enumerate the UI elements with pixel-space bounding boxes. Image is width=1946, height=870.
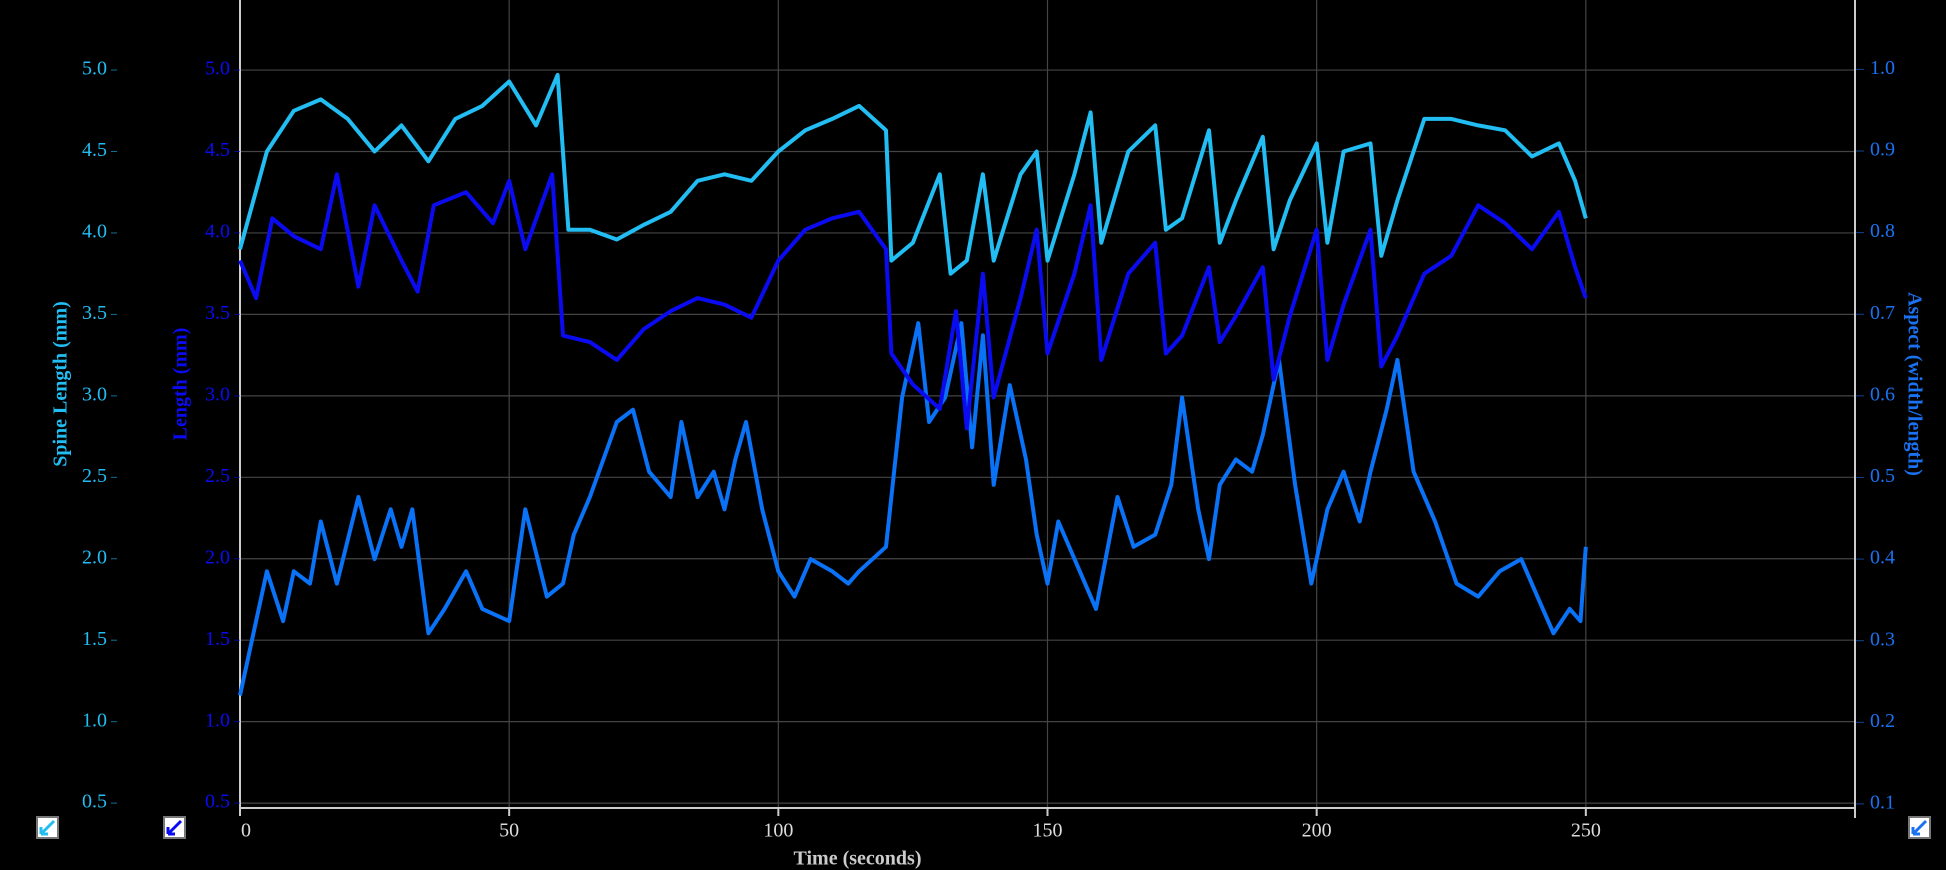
- series-line: [238, 172, 1588, 431]
- y3-tick-label: 5.0: [205, 58, 230, 80]
- x-tick-label: 100: [763, 820, 793, 842]
- y-tick-label: 1.5: [82, 628, 107, 650]
- checkbox-mark: [1911, 819, 1928, 836]
- y3-tick-label: 2.5: [205, 465, 230, 487]
- y3-tick-label: 1.5: [205, 628, 230, 650]
- x-tick-label: 0: [241, 820, 251, 842]
- y-axis-label: Spine Length (mm): [50, 301, 72, 467]
- series-line: [238, 72, 1588, 276]
- y2-tick-label: 0.8: [1870, 220, 1895, 242]
- checkbox-mark: [39, 819, 56, 836]
- y2-axis-label: Aspect (width/length): [1903, 292, 1925, 476]
- checkbox[interactable]: [36, 816, 59, 839]
- x-tick-label: 50: [499, 820, 519, 842]
- y-tick-label: 2.5: [82, 465, 107, 487]
- series-line: [238, 321, 1588, 696]
- x-tick-label: 150: [1033, 820, 1063, 842]
- y3-tick-label: 3.0: [205, 383, 230, 405]
- y3-tick-label: 4.0: [205, 221, 230, 243]
- y-tick-label: 3.5: [82, 302, 107, 324]
- x-tick-label: 200: [1302, 820, 1332, 842]
- y2-tick-label: 1.0: [1870, 57, 1895, 79]
- y-tick-label: 4.0: [82, 221, 107, 243]
- checkbox[interactable]: [1908, 816, 1931, 839]
- y3-tick-label: 2.0: [205, 546, 230, 568]
- y2-tick-label: 0.5: [1870, 465, 1895, 487]
- y2-tick-label: 0.2: [1870, 710, 1895, 732]
- y3-tick-label: 3.5: [205, 302, 230, 324]
- y-tick-label: 3.0: [82, 383, 107, 405]
- y2-tick-label: 0.1: [1870, 792, 1895, 814]
- y3-axis-label: Length (mm): [170, 328, 192, 441]
- y2-tick-label: 0.6: [1870, 383, 1895, 405]
- y2-tick-label: 0.3: [1870, 628, 1895, 650]
- checkbox[interactable]: [163, 816, 186, 839]
- x-tick-label: 250: [1571, 820, 1601, 842]
- y2-tick-label: 0.4: [1870, 547, 1895, 569]
- y-tick-label: 0.5: [82, 791, 107, 813]
- y-tick-label: 1.0: [82, 709, 107, 731]
- y-tick-label: 2.0: [82, 546, 107, 568]
- y-tick-label: 4.5: [82, 139, 107, 161]
- y2-tick-label: 0.9: [1870, 139, 1895, 161]
- y-tick-label: 5.0: [82, 58, 107, 80]
- checkbox-mark: [166, 819, 183, 836]
- y3-tick-label: 4.5: [205, 139, 230, 161]
- x-axis-label: Time (seconds): [794, 848, 922, 870]
- y3-tick-label: 1.0: [205, 709, 230, 731]
- y3-tick-label: 0.5: [205, 791, 230, 813]
- y2-tick-label: 0.7: [1870, 302, 1895, 324]
